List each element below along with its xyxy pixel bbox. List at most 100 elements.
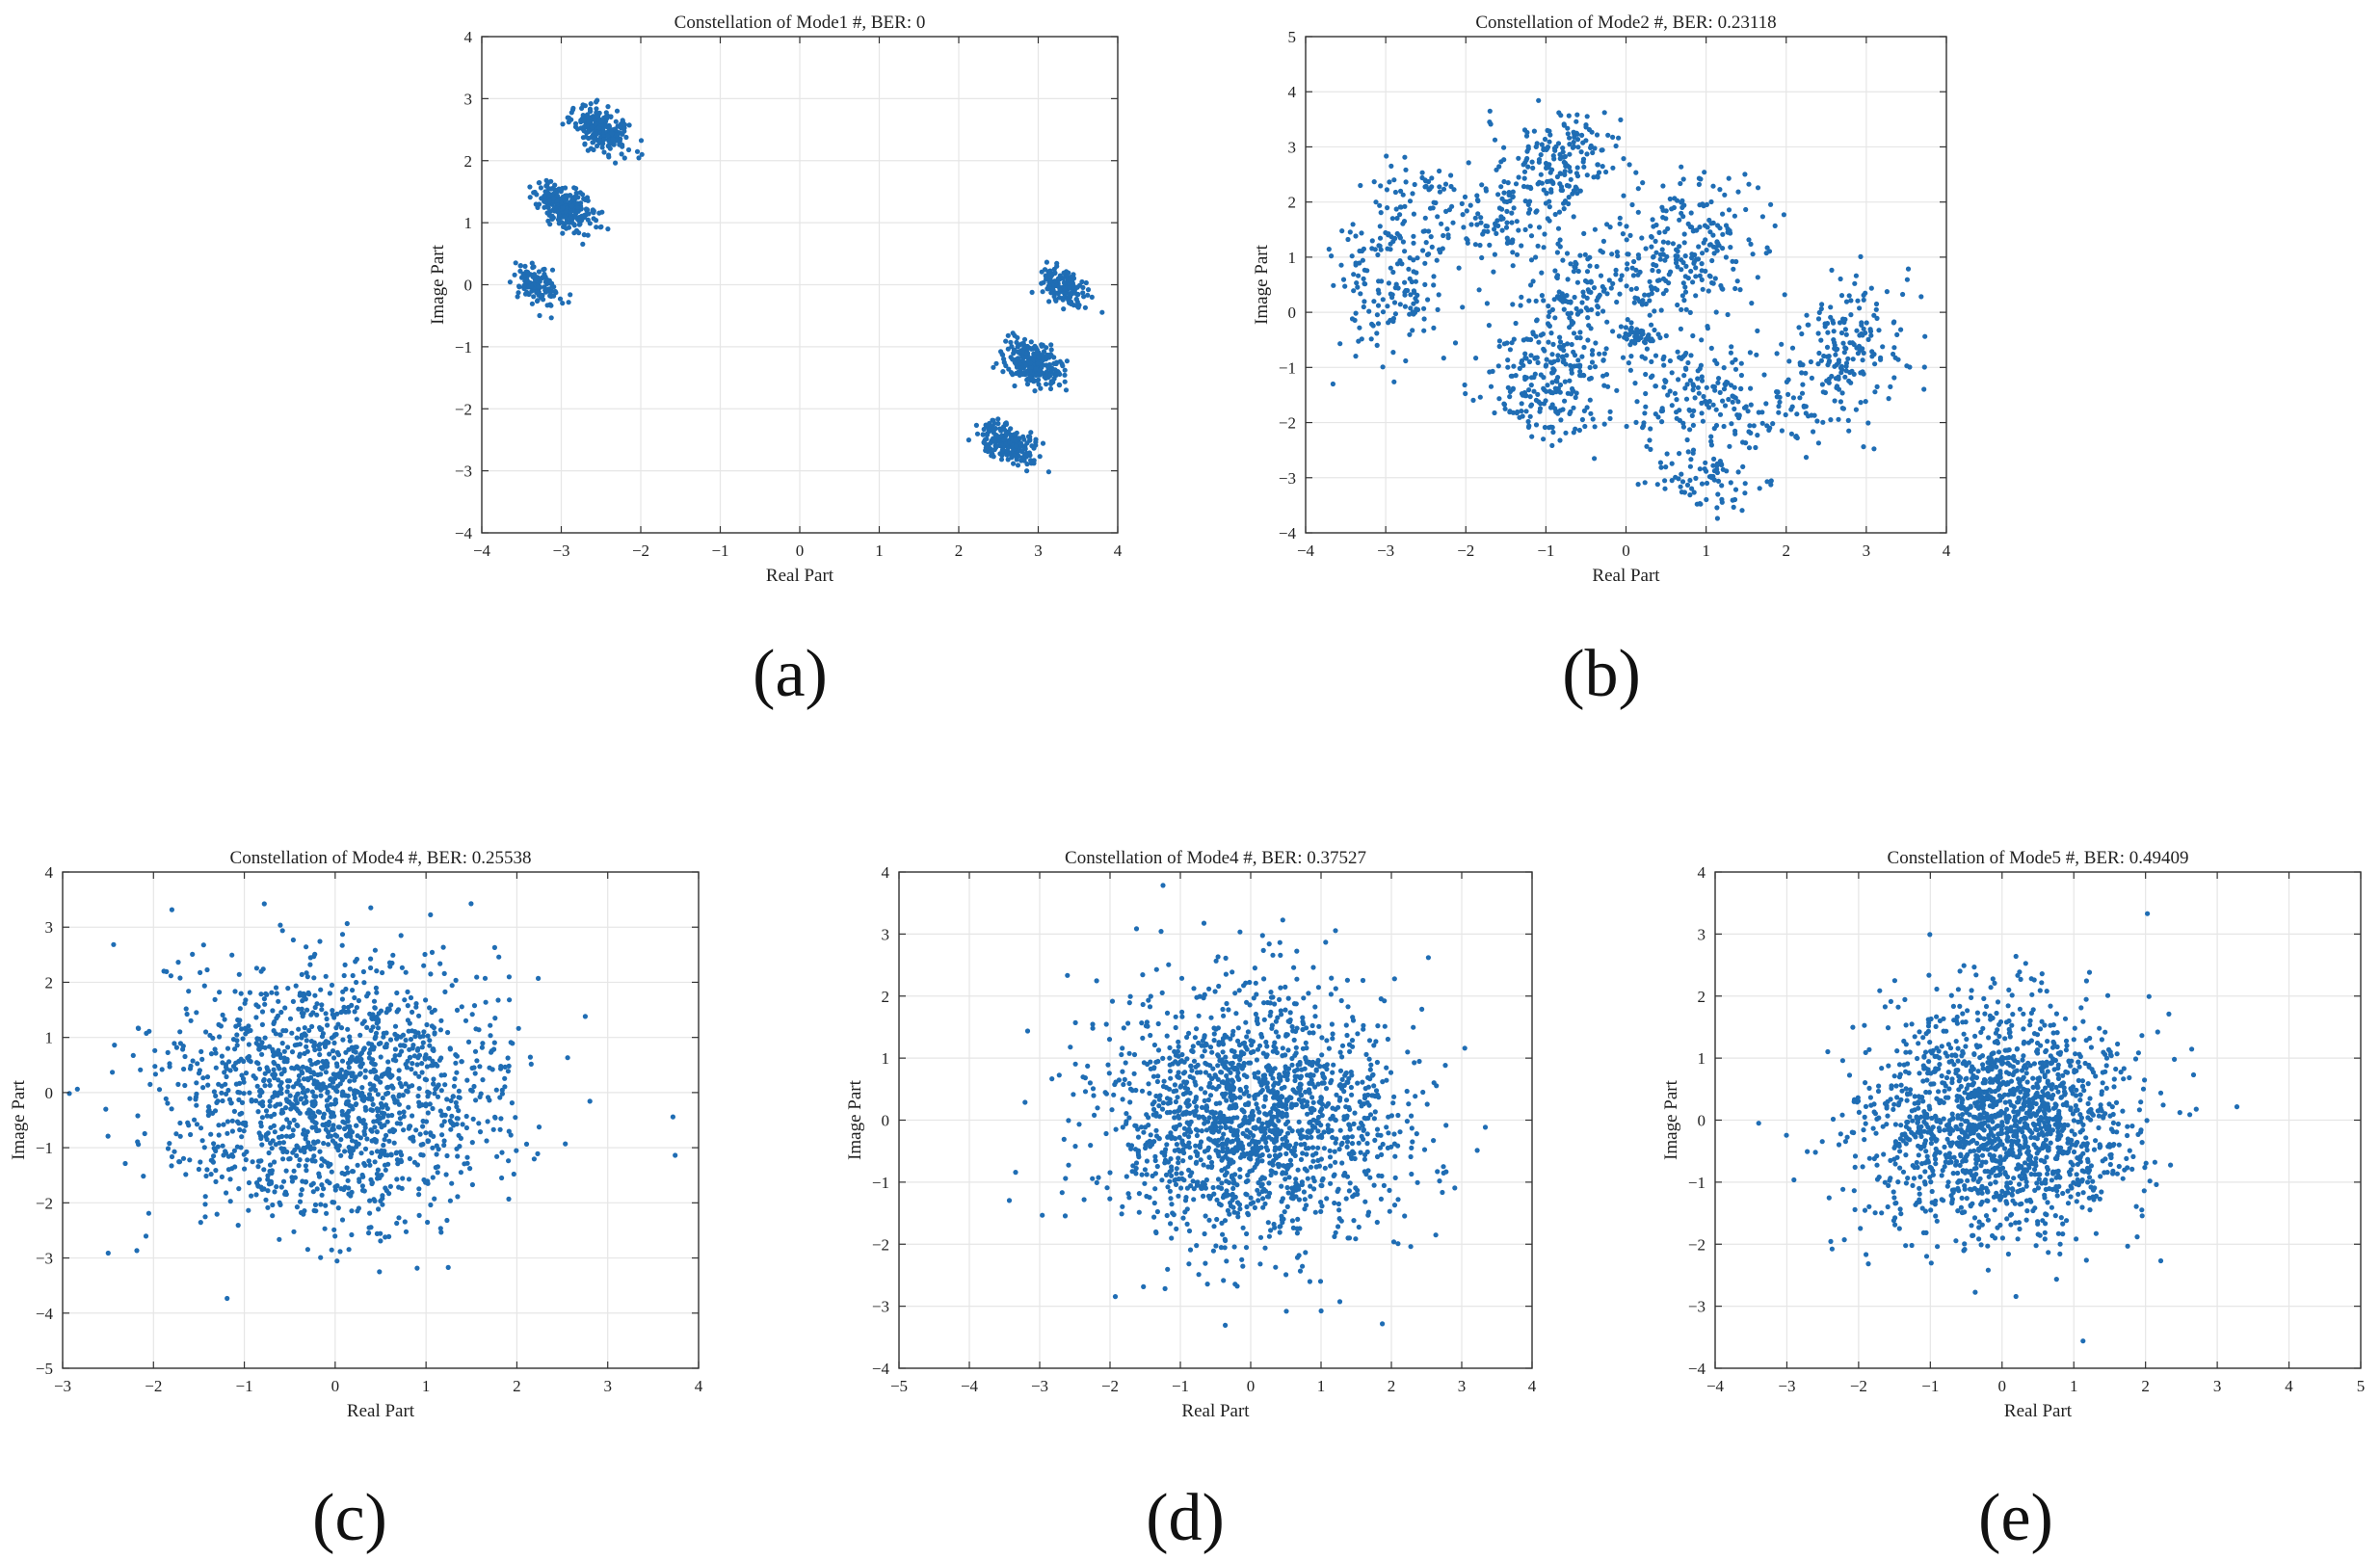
- scatter-point: [383, 1234, 388, 1240]
- scatter-point: [1715, 380, 1721, 385]
- scatter-point: [291, 1168, 297, 1174]
- scatter-point: [1675, 198, 1680, 203]
- scatter-point: [1560, 299, 1566, 304]
- y-tick-label: 4: [45, 863, 54, 882]
- y-tick-label: −3: [36, 1250, 53, 1268]
- scatter-point: [416, 1186, 422, 1192]
- scatter-point: [1005, 444, 1012, 450]
- scatter-point: [1679, 204, 1685, 210]
- scatter-point: [1878, 357, 1884, 362]
- scatter-point: [1789, 404, 1795, 410]
- scatter-point: [1627, 232, 1633, 238]
- scatter-point: [1659, 406, 1665, 411]
- scatter-point: [1011, 351, 1017, 357]
- y-axis-label: Image Part: [1252, 244, 1272, 325]
- scatter-point: [1697, 273, 1703, 278]
- scatter-point: [586, 115, 592, 120]
- scatter-point: [1695, 384, 1701, 390]
- scatter-point: [1422, 215, 1428, 221]
- scatter-point: [1846, 428, 1852, 434]
- scatter-point: [1024, 462, 1030, 467]
- scatter-point: [1921, 386, 1927, 392]
- scatter-point: [419, 1044, 425, 1050]
- scatter-point: [1505, 180, 1511, 186]
- scatter-point: [1371, 299, 1377, 304]
- scatter-point: [1667, 357, 1673, 364]
- scatter-point: [1727, 443, 1732, 449]
- scatter-point: [1681, 298, 1687, 304]
- scatter-point: [454, 1146, 460, 1151]
- scatter-point: [397, 1052, 403, 1058]
- scatter-point: [1635, 186, 1641, 192]
- scatter-point: [1868, 332, 1874, 338]
- scatter-point: [1678, 484, 1683, 489]
- scatter-point: [1529, 434, 1535, 439]
- scatter-point: [548, 303, 554, 308]
- scatter-point: [346, 1247, 352, 1253]
- scatter-point: [1606, 278, 1612, 283]
- scatter-point: [278, 1091, 284, 1097]
- scatter-point: [355, 1208, 360, 1214]
- scatter-point: [394, 1098, 400, 1104]
- scatter-point: [366, 1225, 372, 1230]
- scatter-point: [425, 1219, 431, 1226]
- scatter-point: [1682, 365, 1689, 371]
- scatter-point: [403, 1037, 409, 1044]
- scatter-point: [490, 1126, 496, 1132]
- scatter-point: [546, 212, 552, 218]
- scatter-point: [382, 1137, 387, 1143]
- scatter-point: [1680, 424, 1686, 430]
- scatter-point: [430, 1105, 436, 1112]
- scatter-point: [1012, 359, 1018, 366]
- scatter-point: [1426, 228, 1432, 234]
- scatter-point: [259, 1051, 265, 1057]
- scatter-point: [1724, 468, 1730, 474]
- scatter-point: [1779, 341, 1785, 347]
- scatter-point: [1710, 463, 1716, 468]
- scatter-point: [367, 1210, 373, 1216]
- scatter-point: [455, 1194, 461, 1200]
- scatter-point: [1648, 284, 1654, 290]
- scatter-point: [1521, 183, 1527, 190]
- scatter-point: [366, 1092, 373, 1097]
- scatter-point: [122, 1160, 128, 1167]
- scatter-point: [169, 1106, 174, 1112]
- scatter-point: [995, 421, 1001, 427]
- scatter-point: [180, 1155, 187, 1161]
- scatter-point: [334, 1258, 340, 1264]
- scatter-point: [399, 1083, 405, 1090]
- scatter-point: [1635, 252, 1641, 258]
- scatter-point: [594, 225, 599, 230]
- scatter-point: [1394, 230, 1400, 237]
- scatter-point: [1585, 337, 1591, 343]
- scatter-point: [1374, 312, 1380, 318]
- scatter-point: [1614, 250, 1620, 255]
- scatter-point: [1556, 296, 1562, 302]
- scatter-point: [321, 1115, 327, 1121]
- scatter-point: [1376, 290, 1382, 296]
- scatter-point: [1687, 491, 1693, 498]
- scatter-point: [1590, 149, 1596, 156]
- scatter-point: [276, 1047, 281, 1053]
- scatter-point: [1521, 162, 1526, 168]
- scatter-point: [332, 1187, 338, 1193]
- scatter-point: [296, 1163, 302, 1169]
- scatter-point: [571, 230, 577, 236]
- scatter-point: [495, 997, 501, 1003]
- scatter-point: [338, 1025, 345, 1031]
- scatter-point: [1012, 432, 1018, 437]
- scatter-point: [428, 1202, 434, 1208]
- scatter-point: [1600, 250, 1605, 255]
- scatter-point: [402, 1043, 408, 1048]
- scatter-point: [464, 1077, 470, 1083]
- scatter-point: [268, 1124, 274, 1130]
- scatter-point: [177, 1133, 183, 1139]
- scatter-point: [1504, 240, 1510, 246]
- scatter-point: [1674, 410, 1679, 415]
- scatter-point: [384, 1119, 390, 1124]
- scatter-point: [1689, 486, 1695, 491]
- scatter-point: [1388, 241, 1393, 247]
- scatter-point: [1387, 179, 1392, 185]
- scatter-point: [380, 1202, 385, 1207]
- scatter-point: [1261, 976, 1267, 982]
